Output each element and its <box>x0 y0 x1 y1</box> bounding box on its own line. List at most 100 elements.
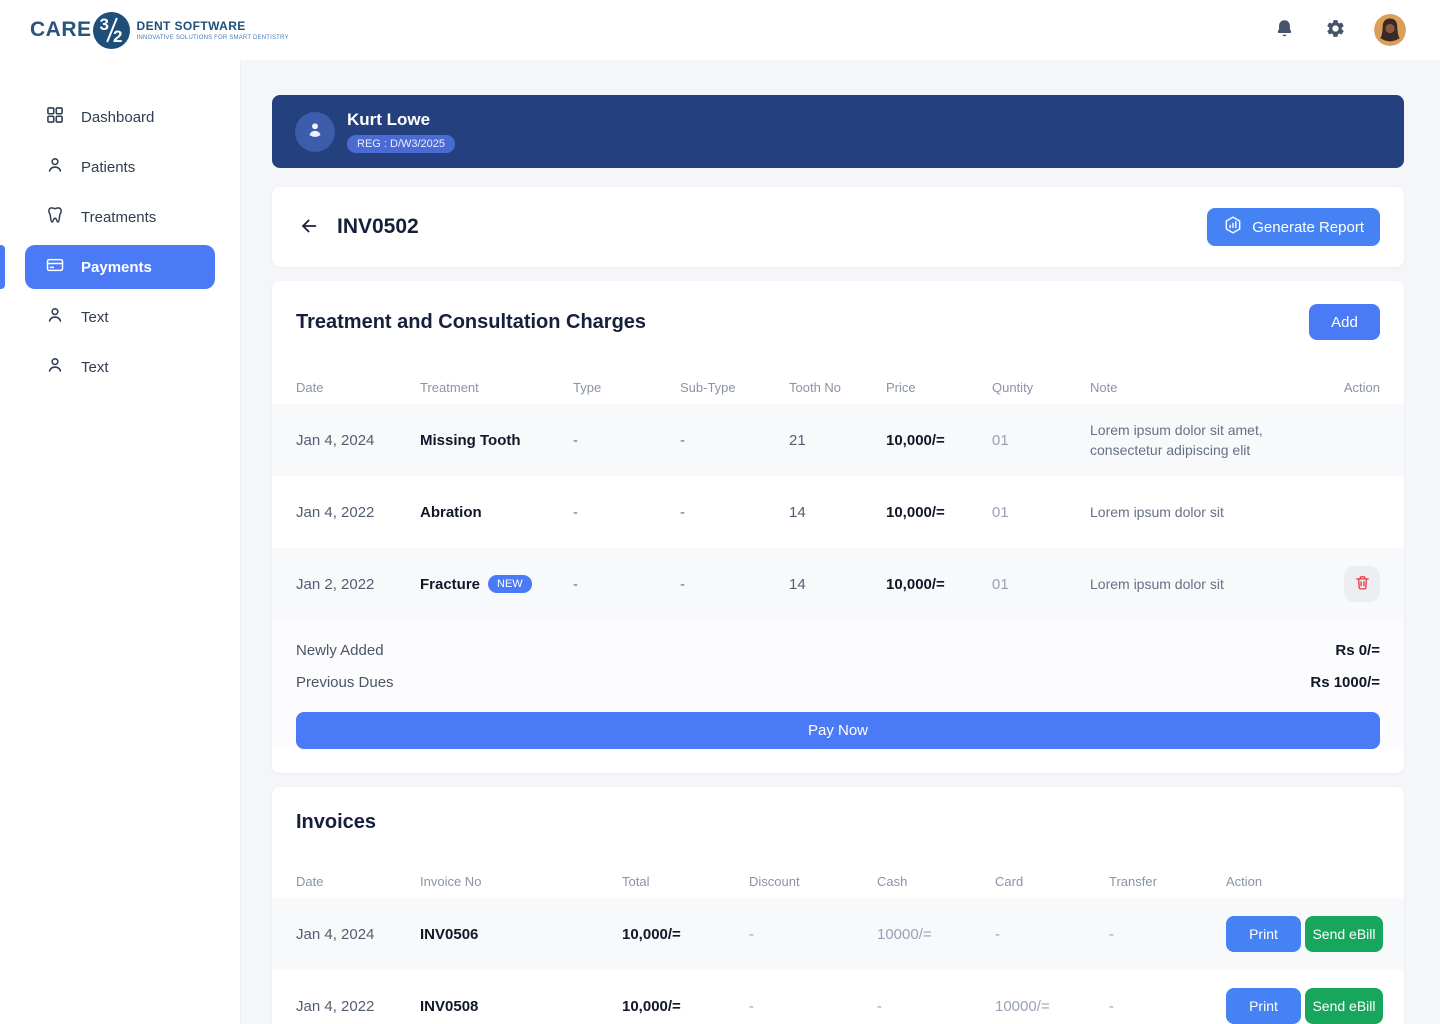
user-avatar[interactable] <box>1374 14 1406 46</box>
invoice-total: 10,000/= <box>622 997 681 1015</box>
charge-quantity: 01 <box>992 431 1009 449</box>
charge-date: Jan 4, 2022 <box>296 503 375 521</box>
charge-note: Lorem ipsum dolor sit amet, consectetur … <box>1090 422 1263 458</box>
col-tooth-no: Tooth No <box>789 379 842 395</box>
app-shell: Dashboard Patients Treatments Payments T <box>0 60 1440 1024</box>
col-sub-type: Sub-Type <box>680 379 736 395</box>
charge-type: - <box>573 575 578 593</box>
send-ebill-button[interactable]: Send eBill <box>1305 988 1383 1024</box>
patient-banner: Kurt Lowe REG : D/W3/2025 <box>272 95 1404 168</box>
col-card: Card <box>995 873 1024 889</box>
generate-report-button[interactable]: Generate Report <box>1207 208 1380 246</box>
col-action: Action <box>1226 873 1263 889</box>
charge-sub-type: - <box>680 431 685 449</box>
previous-dues-value: Rs 1000/= <box>1310 673 1380 691</box>
generate-report-label: Generate Report <box>1252 218 1364 236</box>
dashboard-icon <box>45 105 65 129</box>
charge-sub-type: - <box>680 575 685 593</box>
charge-type: - <box>573 431 578 449</box>
trash-icon <box>1354 574 1371 594</box>
charge-quantity: 01 <box>992 575 1009 593</box>
col-type: Type <box>573 379 602 395</box>
charge-treatment: Missing Tooth <box>420 431 521 449</box>
main-content: Kurt Lowe REG : D/W3/2025 INV0502 Genera… <box>241 60 1440 1024</box>
invoice-no: INV0508 <box>420 997 479 1015</box>
col-date: Date <box>296 379 324 395</box>
charge-sub-type: - <box>680 503 685 521</box>
patient-name: Kurt Lowe <box>347 110 431 129</box>
col-quantity: Quntity <box>992 379 1034 395</box>
invoices-card: Invoices Date Invoice No Total Discount … <box>272 787 1404 1024</box>
sidebar-item-patients[interactable]: Patients <box>25 145 215 189</box>
user-icon <box>304 118 326 145</box>
charge-quantity: 01 <box>992 503 1009 521</box>
sidebar-item-text-1[interactable]: Text <box>25 295 215 339</box>
newly-added-label: Newly Added <box>296 641 384 659</box>
charge-price: 10,000/= <box>886 431 945 449</box>
invoice-discount: - <box>749 925 754 943</box>
active-item-indicator <box>0 245 5 289</box>
sidebar-item-payments[interactable]: Payments <box>25 245 215 289</box>
logo-tagline: INNOVATIVE SOLUTIONS FOR SMART DENTISTRY <box>136 35 289 41</box>
col-action: Action <box>1343 379 1380 395</box>
sidebar-item-label: Treatments <box>81 208 157 226</box>
newly-added-row: Newly Added Rs 0/= <box>296 634 1380 666</box>
sidebar-item-label: Dashboard <box>81 108 155 126</box>
print-button[interactable]: Print <box>1226 916 1301 952</box>
invoice-date: Jan 4, 2022 <box>296 997 375 1015</box>
sidebar: Dashboard Patients Treatments Payments T <box>0 60 241 1024</box>
logo-title: DENT SOFTWARE <box>136 19 246 33</box>
sidebar-item-label: Patients <box>81 158 136 176</box>
table-row: Jan 4, 2024 Missing Tooth - - 21 10,000/… <box>272 404 1404 476</box>
charge-note: Lorem ipsum dolor sit <box>1090 576 1224 592</box>
invoice-cash: 10000/= <box>877 925 932 943</box>
invoice-header-card: INV0502 Generate Report <box>272 187 1404 267</box>
person-icon <box>45 305 65 329</box>
avatar-photo <box>1374 14 1406 46</box>
charge-type: - <box>573 503 578 521</box>
sidebar-item-label: Payments <box>81 258 152 276</box>
print-button[interactable]: Print <box>1226 988 1301 1024</box>
logo-number-3: 3 <box>99 14 109 34</box>
logo-number-2: 2 <box>113 26 123 46</box>
arrow-left-icon <box>298 215 320 240</box>
charge-price: 10,000/= <box>886 503 945 521</box>
sidebar-item-treatments[interactable]: Treatments <box>25 195 215 239</box>
send-ebill-button[interactable]: Send eBill <box>1305 916 1383 952</box>
col-transfer: Transfer <box>1109 873 1157 889</box>
patient-reg-badge: REG : D/W3/2025 <box>347 135 456 153</box>
invoice-discount: - <box>749 997 754 1015</box>
logo-32-badge: 3 2 <box>92 11 130 49</box>
back-button[interactable] <box>296 214 322 240</box>
add-charge-button[interactable]: Add <box>1309 304 1380 340</box>
invoice-actions: Print Send eBill <box>1226 988 1383 1024</box>
invoice-date: Jan 4, 2024 <box>296 925 375 943</box>
patient-avatar <box>295 111 335 152</box>
settings-button[interactable] <box>1323 18 1347 42</box>
charge-note: Lorem ipsum dolor sit <box>1090 504 1224 520</box>
invoice-transfer: - <box>1109 997 1114 1015</box>
notifications-button[interactable] <box>1272 18 1296 42</box>
invoice-actions: Print Send eBill <box>1226 916 1383 952</box>
previous-dues-label: Previous Dues <box>296 673 394 691</box>
charge-treatment-name: Fracture <box>420 575 481 593</box>
gear-icon <box>1325 18 1346 42</box>
sidebar-item-dashboard[interactable]: Dashboard <box>25 95 215 139</box>
charge-date: Jan 4, 2024 <box>296 431 375 449</box>
charge-treatment: Abration <box>420 503 482 521</box>
charge-tooth-no: 14 <box>789 575 806 593</box>
charges-card-header: Treatment and Consultation Charges Add <box>272 281 1404 340</box>
newly-added-value: Rs 0/= <box>1335 641 1380 659</box>
sidebar-item-text-2[interactable]: Text <box>25 345 215 389</box>
charges-summary: Newly Added Rs 0/= Previous Dues Rs 1000… <box>272 620 1404 749</box>
charge-date: Jan 2, 2022 <box>296 575 375 593</box>
delete-charge-button[interactable] <box>1344 566 1380 602</box>
invoices-title: Invoices <box>296 811 377 833</box>
person-icon <box>45 155 65 179</box>
col-note: Note <box>1090 379 1118 395</box>
pay-now-button[interactable]: Pay Now <box>296 712 1380 749</box>
charge-treatment: Fracture NEW <box>420 575 573 593</box>
bell-icon <box>1274 18 1295 42</box>
col-total: Total <box>622 873 650 889</box>
col-discount: Discount <box>749 873 800 889</box>
